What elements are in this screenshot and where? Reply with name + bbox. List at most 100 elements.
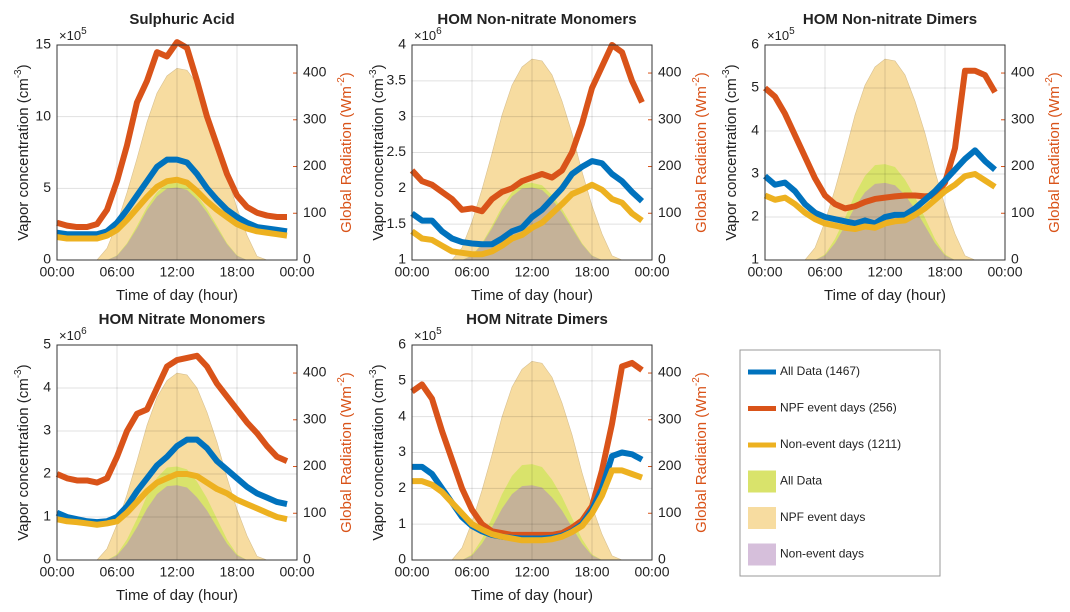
y-tick-label: 5 [751, 79, 759, 95]
y2-label-end: ) [1046, 72, 1063, 77]
y2-tick-label: 200 [658, 157, 682, 173]
legend-swatch [748, 543, 776, 566]
y-axis-label: Vapor concentration (cm-3) [721, 64, 740, 240]
y-label-sup: -3 [13, 69, 24, 78]
y-scale-base: ×10 [414, 28, 436, 43]
x-tick-label: 00:00 [39, 564, 74, 580]
chart-title: Sulphuric Acid [129, 11, 234, 28]
y-label-sup: -3 [721, 69, 732, 78]
y2-axis-label: Global Radiation (Wm-2) [691, 372, 710, 533]
chart-title: HOM Non-nitrate Monomers [437, 11, 636, 28]
y-tick-label: 0 [43, 551, 51, 567]
y-tick-label: 6 [398, 336, 406, 352]
plot-frame [411, 44, 653, 261]
y-tick-label: 2 [751, 208, 759, 224]
y-scale-exp: 6 [436, 26, 442, 37]
y2-label-sup: -2 [336, 377, 347, 386]
y2-tick-label: 100 [1011, 204, 1035, 220]
series-line [56, 176, 288, 242]
plot-frame [764, 44, 1006, 261]
y-tick-label: 0 [398, 551, 406, 567]
y-tick-label: 6 [751, 36, 759, 52]
y-tick-label: 4 [43, 379, 51, 395]
legend-label: Non-event days [780, 547, 864, 561]
y-tick-label: 1 [751, 251, 759, 267]
y-scale-base: ×10 [767, 28, 789, 43]
series-line [56, 39, 287, 231]
x-axis-label: Time of day (hour) [116, 287, 238, 304]
series-line [55, 352, 289, 486]
y-scale-label: ×105 [59, 26, 87, 44]
y2-tick-label: 200 [658, 457, 682, 473]
y-tick-label: 1 [398, 515, 406, 531]
x-tick-label: 06:00 [807, 264, 842, 280]
x-tick-label: 00:00 [987, 264, 1022, 280]
y-tick-label: 3 [751, 165, 759, 181]
y-label-sup: -3 [13, 369, 24, 378]
legend-label: Non-event days (1211) [780, 437, 901, 451]
x-tick-label: 18:00 [927, 264, 962, 280]
y-label-end: ) [370, 64, 387, 69]
y2-tick-label: 400 [303, 64, 327, 80]
x-axis-label: Time of day (hour) [471, 287, 593, 304]
x-tick-label: 06:00 [99, 264, 134, 280]
y2-tick-label: 300 [303, 110, 327, 126]
legend-box [739, 349, 941, 577]
y2-axis-label: Global Radiation (Wm-2) [1044, 72, 1063, 233]
legend-swatch [748, 470, 776, 493]
x-tick-label: 12:00 [159, 264, 194, 280]
y2-label-sup: -2 [1044, 77, 1055, 86]
radiation-area [57, 485, 287, 560]
x-axis-label: Time of day (hour) [824, 287, 946, 304]
y-tick-label: 3.5 [387, 72, 407, 88]
x-tick-label: 12:00 [514, 264, 549, 280]
chart-title: HOM Nitrate Dimers [466, 311, 608, 328]
x-tick-label: 18:00 [574, 264, 609, 280]
x-tick-label: 18:00 [574, 564, 609, 580]
x-tick-label: 12:00 [159, 564, 194, 580]
y-label-main: Vapor concentration (cm [15, 78, 32, 240]
y2-axis-label: Global Radiation (Wm-2) [336, 72, 355, 233]
chart-title: HOM Non-nitrate Dimers [803, 11, 977, 28]
y-axis-label: Vapor concentration (cm-3) [368, 64, 387, 240]
y2-tick-label: 300 [658, 110, 682, 126]
y2-tick-label: 100 [303, 504, 327, 520]
y-tick-label: 3 [398, 107, 406, 123]
x-tick-label: 00:00 [747, 264, 782, 280]
x-tick-label: 06:00 [454, 564, 489, 580]
y-tick-label: 1.5 [387, 215, 407, 231]
x-tick-label: 00:00 [279, 264, 314, 280]
y2-tick-label: 300 [1011, 110, 1035, 126]
series-line [56, 471, 288, 528]
y2-axis-label: Global Radiation (Wm-2) [691, 72, 710, 233]
y-scale-base: ×10 [414, 328, 436, 343]
y2-axis-label: Global Radiation (Wm-2) [336, 372, 355, 533]
y-label-end: ) [15, 364, 32, 369]
y-label-sup: -3 [368, 369, 379, 378]
y-tick-label: 1 [43, 508, 51, 524]
y-label-sup: -3 [368, 69, 379, 78]
series-line [410, 181, 644, 258]
y-label-end: ) [15, 64, 32, 69]
y2-tick-label: 0 [658, 251, 666, 267]
x-tick-label: 18:00 [219, 264, 254, 280]
x-tick-label: 00:00 [634, 264, 669, 280]
y-tick-label: 1 [398, 251, 406, 267]
y-label-main: Vapor concentration (cm [723, 78, 740, 240]
y-tick-label: 0 [43, 251, 51, 267]
y-scale-label: ×105 [414, 326, 442, 344]
series-line [412, 467, 644, 544]
y2-tick-label: 100 [303, 204, 327, 220]
y2-label-end: ) [338, 372, 355, 377]
y-scale-label: ×106 [414, 26, 442, 44]
plot-frame [411, 344, 653, 561]
x-tick-label: 18:00 [219, 564, 254, 580]
y-tick-label: 4 [751, 122, 759, 138]
x-tick-label: 00:00 [394, 564, 429, 580]
y2-label-main: Global Radiation (Wm [338, 386, 355, 533]
y-tick-label: 2 [398, 479, 406, 495]
y-scale-base: ×10 [59, 328, 81, 343]
y-tick-label: 10 [35, 107, 51, 123]
y2-label-main: Global Radiation (Wm [693, 386, 710, 533]
